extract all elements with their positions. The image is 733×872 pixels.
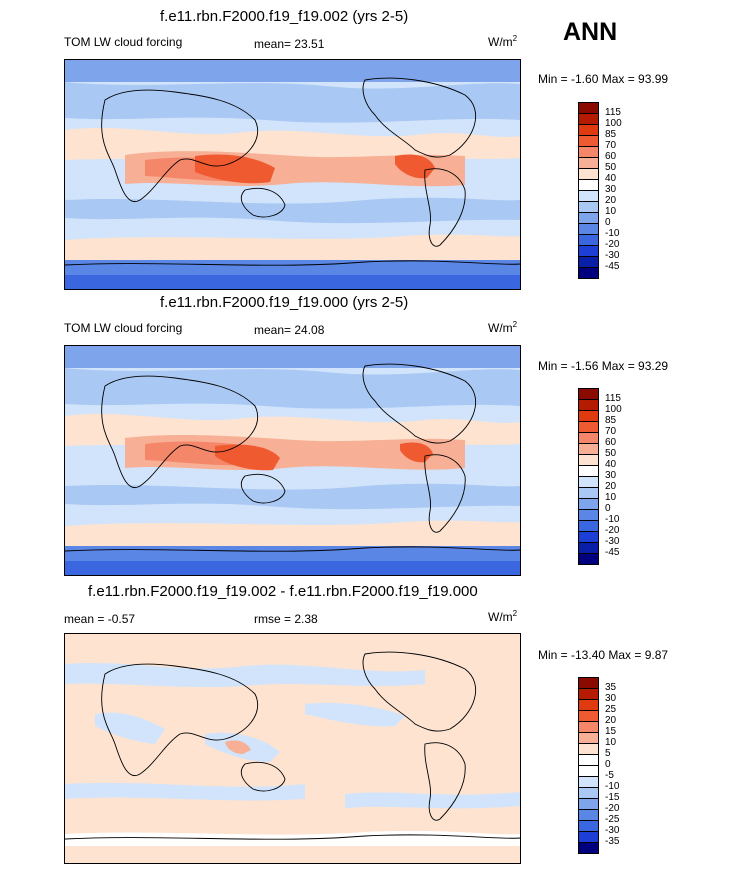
- colorbar-label: -30: [605, 250, 620, 261]
- colorbar-label: 30: [605, 693, 617, 704]
- colorbar-label: 20: [605, 195, 617, 206]
- colorbar-label: 10: [605, 206, 617, 217]
- panel-3-rmse-label: rmse = 2.38: [254, 612, 318, 626]
- colorbar-label: 10: [605, 492, 617, 503]
- panel-2-minmax: Min = -1.56 Max = 93.29: [538, 359, 669, 373]
- colorbar-label: 70: [605, 426, 617, 437]
- panel-3-map: [64, 633, 521, 864]
- panel-2-title: f.e11.rbn.F2000.f19_f19.000 (yrs 2-5): [160, 294, 409, 311]
- colorbar-label: -20: [605, 239, 620, 250]
- colorbar-label: 0: [605, 217, 611, 228]
- colorbar-label: 10: [605, 737, 617, 748]
- colorbar-label: 20: [605, 715, 617, 726]
- colorbar-label: 85: [605, 129, 617, 140]
- season-label: ANN: [563, 18, 618, 46]
- panel-1-minmax: Min = -1.60 Max = 93.99: [538, 72, 669, 86]
- colorbar-label: 100: [605, 118, 622, 129]
- panel-2-map: [64, 345, 521, 576]
- panel-2-units: W/m2: [488, 320, 518, 335]
- colorbar-label: 40: [605, 173, 617, 184]
- colorbar-label: 40: [605, 459, 617, 470]
- colorbar-label: 25: [605, 704, 617, 715]
- colorbar-label: 30: [605, 470, 617, 481]
- colorbar-label: -10: [605, 781, 620, 792]
- colorbar-label: 20: [605, 481, 617, 492]
- panel-1-title: f.e11.rbn.F2000.f19_f19.002 (yrs 2-5): [160, 8, 409, 25]
- panel-2-mean-label: mean= 24.08: [254, 323, 325, 337]
- colorbar-label: 115: [605, 107, 621, 118]
- panel-3-mean-label: mean = -0.57: [64, 612, 136, 626]
- colorbar-label: 30: [605, 184, 617, 195]
- colorbar-swatch: [578, 267, 599, 279]
- colorbar-label: -45: [605, 261, 620, 272]
- colorbar-label: -5: [605, 770, 614, 781]
- panel-1-mean-label: mean= 23.51: [254, 37, 325, 51]
- panel-2-variable-label: TOM LW cloud forcing: [64, 321, 183, 335]
- colorbar-label: -35: [605, 836, 620, 847]
- colorbar-label: 5: [605, 748, 611, 759]
- colorbar-label: -20: [605, 803, 620, 814]
- colorbar-label: -10: [605, 514, 620, 525]
- colorbar-label: 35: [605, 682, 617, 693]
- colorbar-label: 60: [605, 437, 617, 448]
- colorbar-label: 115: [605, 393, 621, 404]
- colorbar-label: 85: [605, 415, 617, 426]
- colorbar-label: -20: [605, 525, 620, 536]
- colorbar-label: -10: [605, 228, 620, 239]
- colorbar-swatch: [578, 553, 599, 565]
- colorbar-label: 15: [605, 726, 617, 737]
- colorbar-label: -25: [605, 814, 620, 825]
- panel-3-title: f.e11.rbn.F2000.f19_f19.002 - f.e11.rbn.…: [88, 583, 478, 600]
- colorbar-label: 0: [605, 759, 611, 770]
- colorbar-label: 50: [605, 162, 617, 173]
- colorbar-label: -30: [605, 825, 620, 836]
- colorbar-label: 0: [605, 503, 611, 514]
- colorbar-label: 100: [605, 404, 622, 415]
- colorbar-label: 70: [605, 140, 617, 151]
- colorbar-label: 50: [605, 448, 617, 459]
- panel-1-units: W/m2: [488, 34, 518, 49]
- colorbar-label: 60: [605, 151, 617, 162]
- panel-3-minmax: Min = -13.40 Max = 9.87: [538, 648, 669, 662]
- colorbar-label: -45: [605, 547, 620, 558]
- panel-3-units: W/m2: [488, 609, 518, 624]
- colorbar-label: -15: [605, 792, 620, 803]
- panel-1-map: [64, 59, 521, 290]
- panel-1-variable-label: TOM LW cloud forcing: [64, 35, 183, 49]
- colorbar-label: -30: [605, 536, 620, 547]
- colorbar-swatch: [578, 842, 599, 854]
